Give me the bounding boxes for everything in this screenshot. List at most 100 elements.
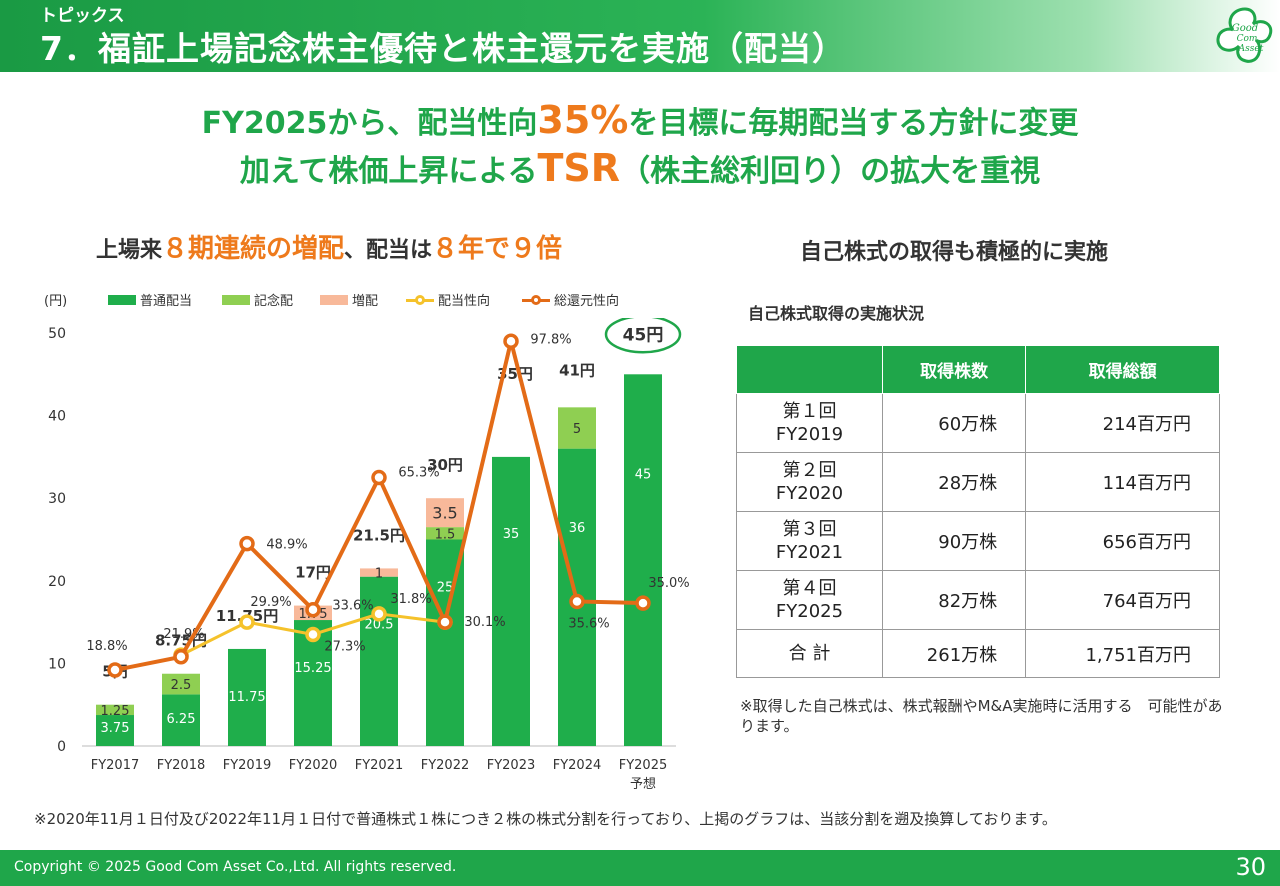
row-label: 第４回 FY2025 xyxy=(736,570,883,630)
bar-value-label: 3.5 xyxy=(432,504,457,523)
legend-item-ordinary: 普通配当 xyxy=(108,290,192,309)
legend-label-commemorative: 記念配 xyxy=(254,294,294,309)
chart-title-part-4: ８年で９倍 xyxy=(432,234,563,264)
bar-value-label: 25 xyxy=(437,581,454,596)
total-return-ratio-point xyxy=(239,535,255,552)
payout-ratio-label: 30.1% xyxy=(464,615,505,630)
total-shares: 261万株 xyxy=(881,629,1027,678)
row-year: FY2019 xyxy=(775,424,844,445)
y-tick-label: 50 xyxy=(48,326,66,342)
headline-line-2-post: （株主総利回り）の拡大を重視 xyxy=(620,154,1041,189)
table-header-row: 取得株数 取得総額 xyxy=(736,345,1220,394)
bar-value-label: 5 xyxy=(573,422,581,437)
x-tick-label: FY2022 xyxy=(421,758,470,773)
total-return-ratio-point xyxy=(437,614,453,630)
total-return-ratio-label: 48.9% xyxy=(266,538,307,553)
bar-increase xyxy=(360,568,398,577)
headline-line-1-emph: 35% xyxy=(537,98,629,142)
bar-commemorative xyxy=(162,673,200,695)
chart-title: 上場来８期連続の増配、配当は８年で９倍 xyxy=(96,228,562,265)
row-round: 第３回 xyxy=(782,518,837,540)
bar-ordinary xyxy=(624,374,662,746)
row-amount: 764百万円 xyxy=(1025,570,1220,630)
table-header-shares: 取得株数 xyxy=(881,345,1027,394)
x-tick-label: FY2024 xyxy=(553,758,602,773)
row-amount: 114百万円 xyxy=(1025,452,1220,512)
row-shares: 28万株 xyxy=(881,452,1027,512)
total-return-ratio-label: 35.0% xyxy=(648,576,689,591)
bar-commemorative xyxy=(558,407,596,449)
bar-value-label: 6.25 xyxy=(167,712,196,727)
table-total-row: 合 計 261万株 1,751百万円 xyxy=(736,629,1220,678)
bar-value-label: 15.25 xyxy=(294,661,331,676)
headline-line-2: 加えて株価上昇によるTSR（株主総利回り）の拡大を重視 xyxy=(0,146,1280,190)
headline-line-2-emph: TSR xyxy=(537,146,621,190)
page-title: 7．福証上場記念株主優待と株主還元を実施（配当） xyxy=(40,29,846,68)
total-return-ratio-label: 33.6% xyxy=(332,599,373,614)
bar-value-label: 1 xyxy=(375,567,383,582)
legend-swatch-increase xyxy=(320,294,348,305)
header-bar: トピックス 7．福証上場記念株主優待と株主還元を実施（配当） xyxy=(0,0,1280,72)
stock-split-footnote: ※2020年11月１日付及び2022年11月１日付で普通株式１株につき２株の株式… xyxy=(34,810,1057,828)
header-subtitle: トピックス xyxy=(40,6,125,26)
total-return-ratio-point xyxy=(635,595,651,611)
row-amount: 656百万円 xyxy=(1025,511,1220,571)
x-tick-label: FY2018 xyxy=(157,758,206,773)
bar-value-label: 36 xyxy=(569,521,586,536)
x-tick-label: FY2019 xyxy=(223,758,272,773)
total-return-ratio-label: 97.8% xyxy=(530,332,571,347)
total-highlight-ellipse xyxy=(604,318,682,354)
legend-item-increase: 増配 xyxy=(320,290,378,309)
payout-ratio-label: 31.8% xyxy=(390,592,431,607)
payout-ratio-point xyxy=(371,606,387,622)
row-year: FY2020 xyxy=(775,483,844,504)
row-round: 第２回 xyxy=(782,459,837,481)
legend-item-payout: 配当性向 xyxy=(406,290,490,309)
total-return-ratio-label: 65.3% xyxy=(398,466,439,481)
bar-ordinary xyxy=(228,648,266,746)
y-axis-unit: (円) xyxy=(44,294,68,309)
buyback-note: ※取得した自己株式は、株式報酬やM&A実施時に活用する 可能性があります。 xyxy=(740,697,1223,736)
legend-swatch-ordinary xyxy=(108,294,136,305)
y-tick-label: 20 xyxy=(48,574,66,590)
legend-swatch-total-return xyxy=(522,294,550,306)
payout-ratio-label: 29.9% xyxy=(250,595,291,610)
total-return-ratio-point xyxy=(305,601,321,618)
payout-ratio-point xyxy=(239,614,255,630)
legend-label-payout: 配当性向 xyxy=(438,294,491,309)
row-label: 第３回 FY2021 xyxy=(736,511,883,571)
y-tick-label: 10 xyxy=(48,656,66,672)
legend-item-commemorative: 記念配 xyxy=(222,290,293,309)
payout-ratio-point xyxy=(305,626,321,643)
bar-ordinary xyxy=(96,715,134,746)
bar-value-label: 11.75 xyxy=(228,690,265,705)
logo-text-1: Good xyxy=(1232,23,1258,34)
table-row: 第１回 FY2019 60万株 214百万円 xyxy=(736,393,1220,453)
bar-increase xyxy=(426,498,464,528)
bar-ordinary xyxy=(162,694,200,746)
row-shares: 60万株 xyxy=(881,393,1027,453)
row-year: FY2025 xyxy=(775,601,844,622)
bar-ordinary xyxy=(360,576,398,746)
x-tick-label: FY2025 xyxy=(619,758,668,773)
total-return-ratio-point xyxy=(371,469,387,486)
headline-line-1-post: を目標に毎期配当する方針に変更 xyxy=(628,106,1079,141)
bar-commemorative xyxy=(426,527,464,540)
total-return-ratio-label: 18.8% xyxy=(86,639,127,654)
legend-label-increase: 増配 xyxy=(352,294,379,309)
table-header-blank xyxy=(736,345,883,394)
logo-text-3: Asset xyxy=(1238,44,1264,54)
chart-title-part-2: ８期連続の増配 xyxy=(162,234,345,264)
total-return-ratio-point xyxy=(503,333,519,350)
bar-value-label: 3.75 xyxy=(101,721,130,736)
buyback-table: 取得株数 取得総額 第１回 FY2019 60万株 214百万円 第２回 FY202… xyxy=(736,345,1220,678)
headline-line-1-pre: FY2025から、配当性向 xyxy=(201,106,538,141)
total-dividend-label: 41円 xyxy=(559,361,595,379)
legend-label-total-return: 総還元性向 xyxy=(554,294,620,309)
bar-value-label: 35 xyxy=(503,527,520,542)
total-dividend-label: 30円 xyxy=(427,456,463,474)
row-shares: 82万株 xyxy=(881,570,1027,630)
x-tick-label: FY2020 xyxy=(289,758,338,773)
x-tick-label: FY2017 xyxy=(91,758,140,773)
legend-swatch-payout xyxy=(406,294,434,306)
